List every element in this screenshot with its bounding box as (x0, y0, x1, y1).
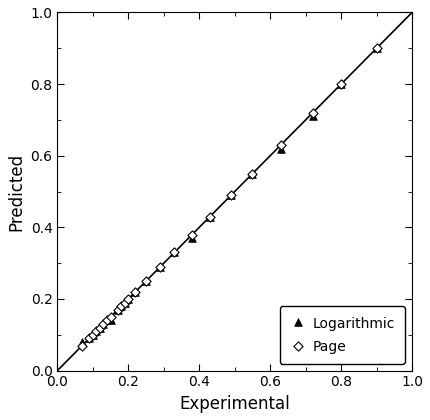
Page (157, 263, 164, 270)
Logarithmic (96, 324, 103, 331)
Page (228, 192, 235, 199)
Logarithmic (157, 263, 164, 270)
Logarithmic (277, 145, 284, 152)
Logarithmic (171, 249, 178, 256)
Logarithmic (107, 317, 114, 324)
Page (171, 249, 178, 256)
Logarithmic (206, 213, 213, 220)
Y-axis label: Predicted: Predicted (7, 152, 25, 231)
Logarithmic (79, 339, 86, 345)
Logarithmic (100, 321, 107, 328)
Page (96, 324, 103, 331)
Page (100, 321, 107, 328)
Page (206, 213, 213, 220)
Logarithmic (373, 45, 380, 52)
Page (249, 170, 256, 177)
Page (189, 231, 196, 238)
Page (114, 306, 121, 313)
Logarithmic (228, 192, 235, 199)
Page (93, 328, 100, 335)
Page (107, 314, 114, 320)
Page (143, 278, 150, 284)
Logarithmic (118, 303, 125, 310)
Page (125, 296, 132, 302)
Logarithmic (143, 278, 150, 284)
Legend: Logarithmic, Page: Logarithmic, Page (280, 306, 405, 364)
Logarithmic (338, 81, 344, 87)
Logarithmic (189, 235, 196, 242)
Page (277, 142, 284, 148)
Page (86, 335, 93, 342)
Page (309, 109, 316, 116)
Logarithmic (104, 317, 111, 324)
Page (373, 45, 380, 52)
Page (104, 317, 111, 324)
Logarithmic (114, 306, 121, 313)
Logarithmic (309, 113, 316, 120)
Page (338, 81, 344, 87)
Logarithmic (125, 296, 132, 302)
Logarithmic (93, 328, 100, 335)
Page (118, 303, 125, 310)
X-axis label: Experimental: Experimental (179, 395, 290, 413)
Page (132, 289, 139, 295)
Logarithmic (121, 299, 128, 306)
Logarithmic (86, 335, 93, 342)
Page (121, 299, 128, 306)
Logarithmic (89, 331, 96, 338)
Page (79, 342, 86, 349)
Logarithmic (249, 170, 256, 177)
Page (89, 331, 96, 338)
Logarithmic (132, 289, 139, 295)
